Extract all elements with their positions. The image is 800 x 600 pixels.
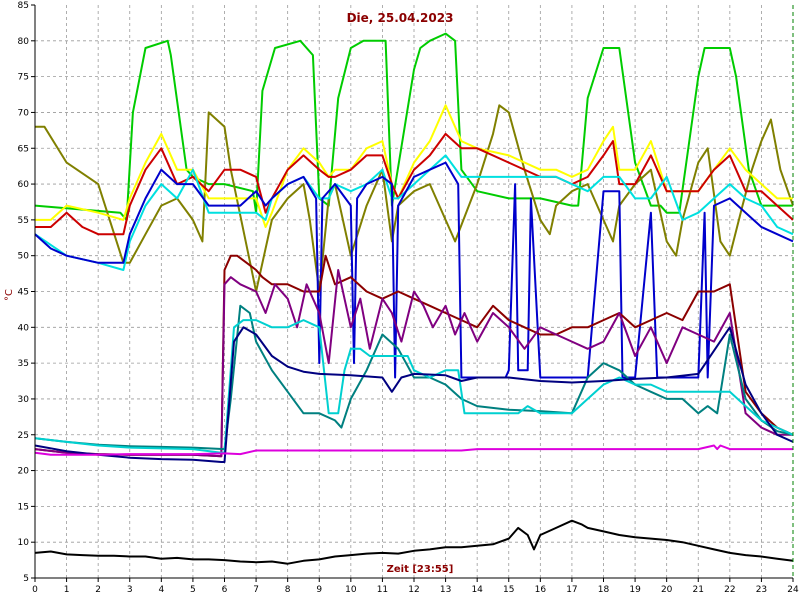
x-tick-labels: 0 1 2 3 4 5 6 7 8 9 10 11 12 13 14 15 16 17 18 19 20 21 22 23 24 [32,578,799,595]
y-tick-label: 20 [18,467,30,477]
chart-title: Die, 25.04.2023 [347,11,454,25]
x-tick-label: 24 [787,585,799,595]
x-tick-label: 10 [345,585,357,595]
x-tick-label: 4 [158,585,164,595]
x-tick-label: 17 [566,585,577,595]
x-tick-label: 14 [471,585,483,595]
x-tick-label: 20 [661,585,673,595]
y-tick-label: 65 [18,144,29,154]
y-tick-label: 10 [18,538,30,548]
x-tick-label: 13 [440,585,451,595]
series-line-11 [34,326,794,463]
y-tick-label: 70 [18,108,30,118]
x-tick-label: 7 [253,585,259,595]
series-line-2 [35,104,794,293]
x-tick-label: 8 [285,585,291,595]
x-tick-label: 2 [95,585,101,595]
y-tick-label: 25 [18,431,29,441]
x-tick-label: 23 [756,585,767,595]
series-line-12 [34,444,793,456]
x-tick-label: 18 [598,585,610,595]
x-tick-label: 9 [316,585,322,595]
y-tick-label: 50 [18,252,30,262]
y-tick-label: 75 [18,73,29,83]
x-tick-label: 19 [629,585,641,595]
x-tick-label: 1 [64,585,70,595]
series-line-8 [34,269,793,458]
x-axis-label: Zeit [23:55] [387,564,454,575]
x-tick-label: 22 [724,585,735,595]
y-tick-label: 35 [18,359,29,369]
y-axis-label: °C [4,289,15,301]
y-tick-label: 80 [18,37,30,47]
y-tick-label: 55 [18,216,29,226]
series-line-13 [34,519,794,565]
series-line-1 [34,32,793,221]
x-tick-label: 12 [408,585,419,595]
series-line-10 [34,319,794,454]
x-tick-label: 21 [693,585,704,595]
series-line-7 [34,254,794,458]
y-tick-label: 85 [18,1,29,11]
x-tick-label: 6 [222,585,228,595]
y-tick-label: 45 [18,288,29,298]
y-tick-labels: 5 10 15 20 25 30 35 40 45 50 55 60 65 70 75 80 85 [18,1,35,584]
y-tick-label: 30 [18,395,30,405]
x-tick-label: 3 [127,585,133,595]
x-tick-label: 0 [32,585,38,595]
x-tick-label: 15 [503,585,514,595]
series-group [34,32,794,565]
y-tick-label: 15 [18,502,29,512]
y-tick-label: 40 [18,323,30,333]
x-tick-label: 11 [377,585,388,595]
y-tick-label: 60 [18,180,30,190]
x-tick-label: 5 [190,585,196,595]
series-line-9 [34,304,794,451]
y-tick-label: 5 [23,574,29,584]
x-tick-label: 16 [535,585,547,595]
